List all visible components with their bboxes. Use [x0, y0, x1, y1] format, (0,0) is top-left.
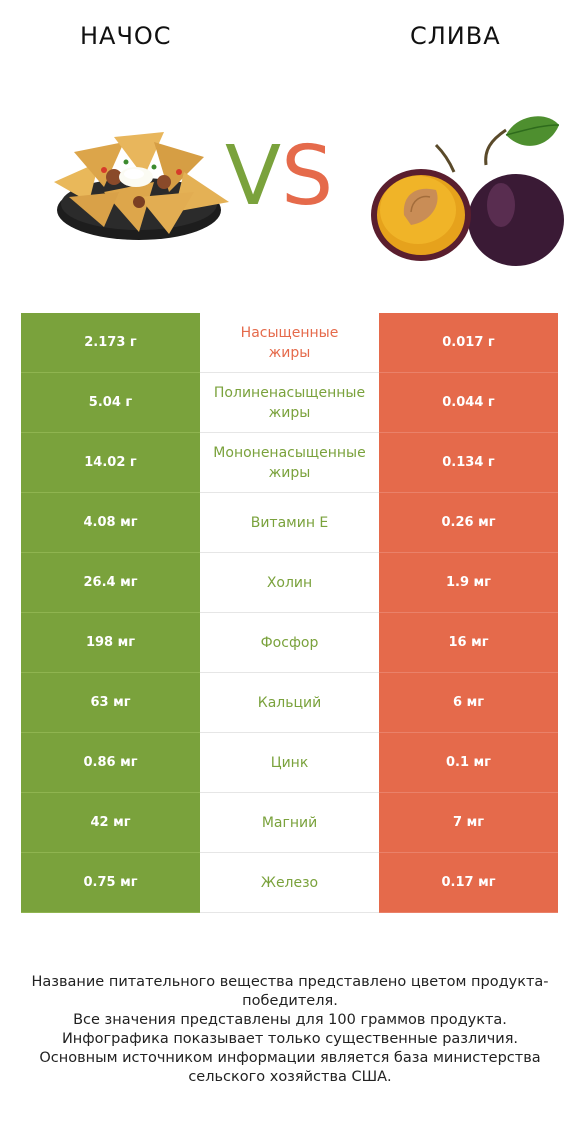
left-value: 0.86 мг: [21, 733, 200, 793]
footer-line: Основным источником информации является …: [39, 1050, 541, 1085]
left-value: 26.4 мг: [21, 553, 200, 613]
nutrient-name: Фосфор: [200, 613, 379, 673]
table-row: 26.4 мг Холин 1.9 мг: [21, 553, 558, 613]
nutrient-name: Кальций: [200, 673, 379, 733]
table-row: 14.02 г Мононенасыщенные жиры 0.134 г: [21, 433, 558, 493]
table-row: 4.08 мг Витамин E 0.26 мг: [21, 493, 558, 553]
right-value: 0.017 г: [379, 313, 558, 373]
table-row: 42 мг Магний 7 мг: [21, 793, 558, 853]
right-value: 0.17 мг: [379, 853, 558, 913]
left-value: 198 мг: [21, 613, 200, 673]
right-value: 0.1 мг: [379, 733, 558, 793]
left-value: 2.173 г: [21, 313, 200, 373]
right-value: 0.26 мг: [379, 493, 558, 553]
right-value: 6 мг: [379, 673, 558, 733]
table-row: 0.75 мг Железо 0.17 мг: [21, 853, 558, 913]
right-value: 7 мг: [379, 793, 558, 853]
right-value: 0.134 г: [379, 433, 558, 493]
nutrient-name: Насыщенные жиры: [200, 313, 379, 373]
left-value: 42 мг: [21, 793, 200, 853]
nutrient-name: Витамин E: [200, 493, 379, 553]
left-value: 4.08 мг: [21, 493, 200, 553]
footer-notes: Название питательного вещества представл…: [20, 973, 560, 1087]
table-row: 198 мг Фосфор 16 мг: [21, 613, 558, 673]
table-row: 5.04 г Полиненасыщенные жиры 0.044 г: [21, 373, 558, 433]
left-product-title: НАЧОС: [80, 22, 172, 50]
left-value: 63 мг: [21, 673, 200, 733]
left-value: 14.02 г: [21, 433, 200, 493]
table-row: 2.173 г Насыщенные жиры 0.017 г: [21, 313, 558, 373]
left-value: 0.75 мг: [21, 853, 200, 913]
right-value: 16 мг: [379, 613, 558, 673]
nutrient-name: Полиненасыщенные жиры: [200, 373, 379, 433]
right-value: 1.9 мг: [379, 553, 558, 613]
nachos-image: [54, 132, 229, 240]
nutrient-name: Цинк: [200, 733, 379, 793]
nutrient-name: Железо: [200, 853, 379, 913]
nutrient-name: Холин: [200, 553, 379, 613]
nutrient-name: Мононенасыщенные жиры: [200, 433, 379, 493]
left-value: 5.04 г: [21, 373, 200, 433]
vs-v-letter: V: [225, 129, 282, 224]
right-value: 0.044 г: [379, 373, 558, 433]
table-row: 63 мг Кальций 6 мг: [21, 673, 558, 733]
table-row: 0.86 мг Цинк 0.1 мг: [21, 733, 558, 793]
footer-line: Инфографика показывает только существенн…: [61, 1031, 519, 1047]
plum-image: [371, 116, 564, 266]
footer-line: Название питательного вещества представл…: [31, 974, 549, 1009]
right-product-title: СЛИВА: [410, 22, 501, 50]
footer-line: Все значения представлены для 100 граммо…: [73, 1012, 507, 1028]
vs-s-letter: S: [281, 129, 334, 224]
vs-label: VS: [225, 136, 333, 218]
nutrient-name: Магний: [200, 793, 379, 853]
comparison-table: 2.173 г Насыщенные жиры 0.017 г 5.04 г Полин…: [21, 313, 558, 913]
